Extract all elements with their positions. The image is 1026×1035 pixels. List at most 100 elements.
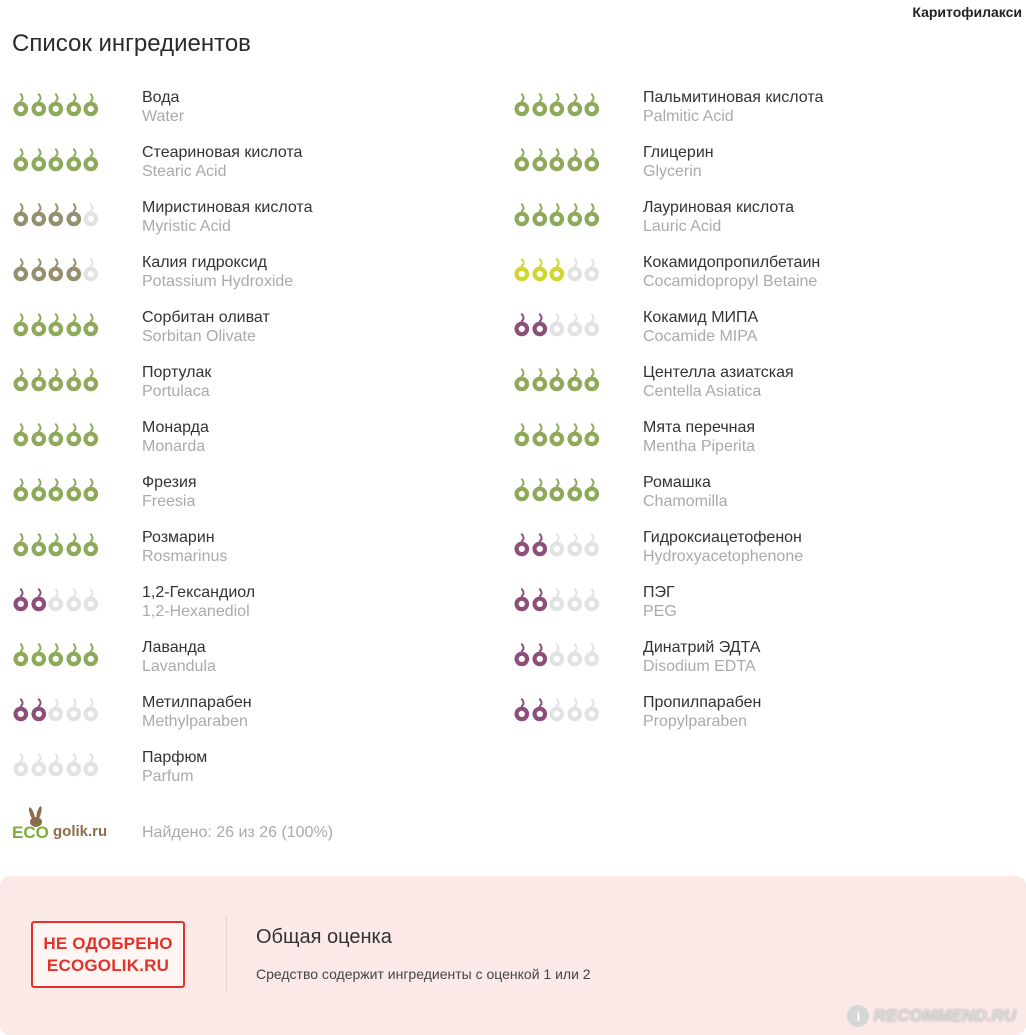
rating-drop-icon xyxy=(584,93,600,117)
rating-drop-icon xyxy=(567,423,582,447)
ingredient-name-ru[interactable]: Портулак xyxy=(142,364,212,381)
ingredient-row[interactable]: Портулак Portulaca xyxy=(12,363,492,418)
ingredient-row[interactable]: 1,2-Гександиол 1,2-Hexanediol xyxy=(12,583,492,638)
ingredient-rating xyxy=(513,257,601,283)
ingredient-name-ru[interactable]: Сорбитан оливат xyxy=(142,309,270,326)
ingredient-name-ru[interactable]: Пропилпарабен xyxy=(643,694,762,711)
rating-drop-icon xyxy=(584,698,600,722)
ingredient-names: Кокамид МИПА Cocamide MIPA xyxy=(643,308,758,346)
ingredient-row[interactable]: Пропилпарабен Propylparaben xyxy=(513,693,993,748)
rating-drop-icon xyxy=(13,258,29,282)
ingredient-row[interactable]: Сорбитан оливат Sorbitan Olivate xyxy=(12,308,492,363)
rating-drop-icon xyxy=(514,93,530,117)
ingredient-name-ru[interactable]: Ромашка xyxy=(643,474,711,491)
ingredient-name-ru[interactable]: Фрезия xyxy=(142,474,197,491)
ingredient-name-ru[interactable]: Кокамидопропилбетаин xyxy=(643,254,821,271)
ingredient-name-ru[interactable]: Монарда xyxy=(142,419,209,436)
ingredient-names: Мята перечная Mentha Piperita xyxy=(643,418,755,456)
rating-drop-icon xyxy=(514,478,530,502)
ingredient-names: 1,2-Гександиол 1,2-Hexanediol xyxy=(142,583,255,621)
rating-drop-icon xyxy=(532,478,547,502)
ingredient-row[interactable]: Вода Water xyxy=(12,88,492,143)
ingredient-row[interactable]: Миристиновая кислота Myristic Acid xyxy=(12,198,492,253)
ingredient-name-ru[interactable]: Динатрий ЭДТА xyxy=(643,639,761,656)
ingredient-row[interactable]: Центелла азиатская Centella Asiatica xyxy=(513,363,993,418)
rating-drop-icon xyxy=(584,423,600,447)
ingredient-name-ru[interactable]: 1,2-Гександиол xyxy=(142,584,256,601)
ingredient-rating xyxy=(513,312,601,338)
ingredient-row[interactable]: ПЭГ PEG xyxy=(513,583,993,638)
rating-drop-icon xyxy=(31,698,46,722)
page-title: Список ингредиентов xyxy=(12,30,251,57)
ingredient-names: Парфюм Parfum xyxy=(142,748,207,786)
ingredient-row[interactable]: Монарда Monarda xyxy=(12,418,492,473)
ingredient-name-en: Disodium EDTA xyxy=(643,658,756,675)
ingredient-name-ru[interactable]: Метилпарабен xyxy=(142,694,252,711)
ingredient-name-ru[interactable]: Розмарин xyxy=(142,529,215,546)
rating-drop-icon xyxy=(584,368,600,392)
ingredient-row[interactable]: Парфюм Parfum xyxy=(12,748,492,803)
ingredient-names: Монарда Monarda xyxy=(142,418,209,456)
ingredient-name-en: Centella Asiatica xyxy=(643,383,762,400)
ingredient-row[interactable]: Лауриновая кислота Lauric Acid xyxy=(513,198,993,253)
rating-drop-icon xyxy=(83,588,99,612)
rating-drop-icon xyxy=(13,588,29,612)
ingredient-name-en: Monarda xyxy=(142,438,206,455)
ingredient-names: Портулак Portulaca xyxy=(142,363,211,401)
ingredient-row[interactable]: Лаванда Lavandula xyxy=(12,638,492,693)
ingredient-row[interactable]: Динатрий ЭДТА Disodium EDTA xyxy=(513,638,993,693)
ingredient-name-ru[interactable]: Миристиновая кислота xyxy=(142,199,313,216)
ingredient-name-ru[interactable]: Вода xyxy=(142,89,180,106)
ingredient-row[interactable]: Ромашка Chamomilla xyxy=(513,473,993,528)
rating-drop-icon xyxy=(549,148,565,172)
ingredient-rating xyxy=(12,422,100,448)
rating-drop-icon xyxy=(13,478,29,502)
ecogolik-logo[interactable]: ECO golik.ru xyxy=(12,802,124,846)
ingredient-row[interactable]: Стеариновая кислота Stearic Acid xyxy=(12,143,492,198)
ingredient-name-ru[interactable]: Стеариновая кислота xyxy=(142,144,303,161)
ingredient-name-ru[interactable]: Мята перечная xyxy=(643,419,756,436)
ingredient-row[interactable]: Глицерин Glycerin xyxy=(513,143,993,198)
ingredient-rating xyxy=(513,202,601,228)
rating-drop-icon xyxy=(31,478,46,502)
ingredient-name-en: Water xyxy=(142,108,185,125)
ingredient-row[interactable]: Кокамид МИПА Cocamide MIPA xyxy=(513,308,993,363)
rating-drop-icon xyxy=(48,148,64,172)
ingredient-row[interactable]: Фрезия Freesia xyxy=(12,473,492,528)
ingredient-name-ru[interactable]: Лаванда xyxy=(142,639,206,656)
ingredient-row[interactable]: Мята перечная Mentha Piperita xyxy=(513,418,993,473)
ingredient-row[interactable]: Калия гидроксид Potassium Hydroxide xyxy=(12,253,492,308)
ingredient-name-ru[interactable]: ПЭГ xyxy=(643,584,675,601)
rating-drop-icon xyxy=(66,588,81,612)
ingredient-name-ru[interactable]: Глицерин xyxy=(643,144,714,161)
ingredient-name-ru[interactable]: Пальмитиновая кислота xyxy=(643,89,824,106)
ingredients-column-right: Пальмитиновая кислота Palmitic Acid Глицер… xyxy=(513,88,993,748)
ingredient-names: Глицерин Glycerin xyxy=(643,143,714,181)
ingredient-row[interactable]: Гидроксиацетофенон Hydroxyacetophenone xyxy=(513,528,993,583)
ingredient-name-ru[interactable]: Калия гидроксид xyxy=(142,254,267,271)
ingredient-row[interactable]: Метилпарабен Methylparaben xyxy=(12,693,492,748)
ingredient-name-ru[interactable]: Кокамид МИПА xyxy=(643,309,759,326)
rating-drop-icon xyxy=(31,313,46,337)
verdict-description: Средство содержит ингредиенты с оценкой … xyxy=(256,966,591,982)
overall-verdict-panel: НЕ ОДОБРЕНО ECOGOLIK.RU Общая оценка Сре… xyxy=(0,876,1026,1035)
ingredient-name-en: Parfum xyxy=(142,768,194,785)
ingredient-name-en: Cocamidopropyl Betaine xyxy=(643,273,818,290)
author-name[interactable]: Каритофилакси xyxy=(912,4,1022,20)
rating-drop-icon xyxy=(514,313,530,337)
rating-drop-icon xyxy=(31,148,46,172)
ingredient-name-ru[interactable]: Центелла азиатская xyxy=(643,364,794,381)
ingredient-name-ru[interactable]: Парфюм xyxy=(142,749,208,766)
ingredient-row[interactable]: Пальмитиновая кислота Palmitic Acid xyxy=(513,88,993,143)
rating-drop-icon xyxy=(567,148,582,172)
ingredient-rating xyxy=(513,147,601,173)
ingredient-name-ru[interactable]: Гидроксиацетофенон xyxy=(643,529,802,546)
ingredient-rating xyxy=(12,367,100,393)
ingredient-row[interactable]: Розмарин Rosmarinus xyxy=(12,528,492,583)
rating-drop-icon xyxy=(83,203,99,227)
ingredient-name-ru[interactable]: Лауриновая кислота xyxy=(643,199,794,216)
rating-drop-icon xyxy=(549,533,565,557)
rating-drop-icon xyxy=(514,588,530,612)
rating-drop-icon xyxy=(13,533,29,557)
ingredient-row[interactable]: Кокамидопропилбетаин Cocamidopropyl Betai… xyxy=(513,253,993,308)
